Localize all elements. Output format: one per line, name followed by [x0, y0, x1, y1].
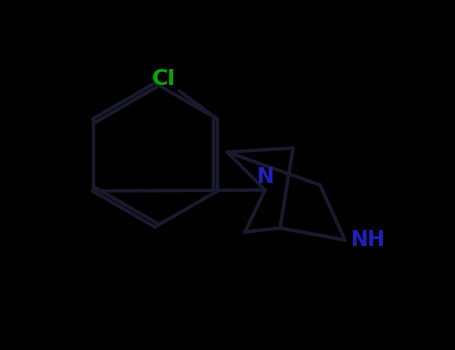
Text: Cl: Cl — [152, 69, 177, 89]
Text: N: N — [256, 167, 274, 187]
Text: NH: NH — [350, 230, 385, 250]
